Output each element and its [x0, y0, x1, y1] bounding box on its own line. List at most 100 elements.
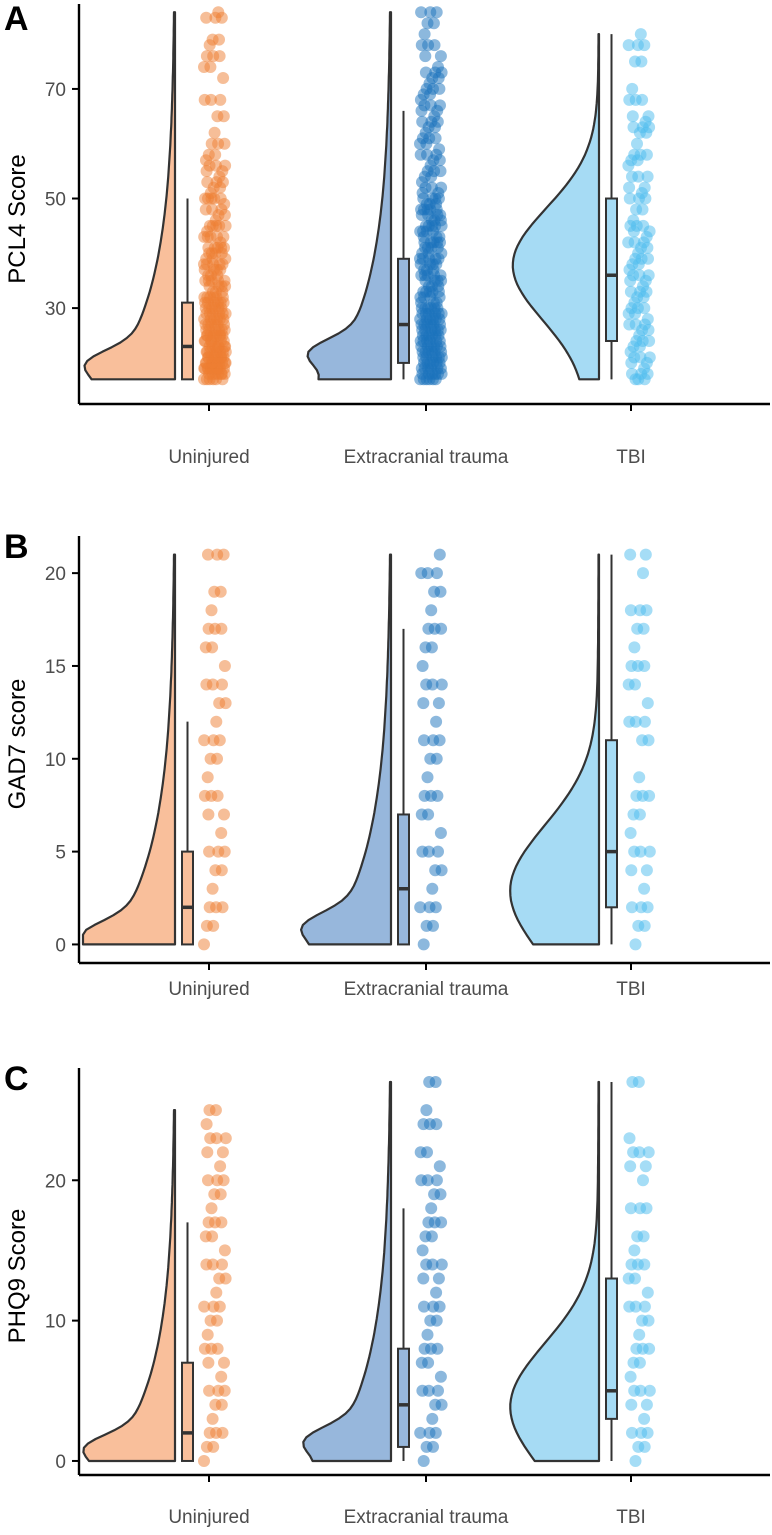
data-point — [638, 1412, 651, 1425]
data-point — [206, 1412, 219, 1425]
data-point — [425, 181, 438, 194]
data-point — [629, 1300, 642, 1313]
y-axis-title-a: PCL4 Score — [4, 154, 31, 283]
y-axis-title-b: GAD7 score — [4, 679, 31, 810]
data-point — [202, 1356, 215, 1369]
data-point — [642, 110, 655, 123]
data-point — [640, 148, 653, 161]
data-point — [642, 269, 655, 282]
data-point — [216, 1426, 229, 1439]
data-point — [429, 1426, 442, 1439]
data-point — [213, 50, 226, 63]
data-point — [634, 845, 647, 858]
data-point — [642, 252, 654, 265]
data-point — [426, 1258, 439, 1271]
box-iqr-extracranial — [397, 1347, 410, 1448]
x-tick-label-uninjured-c: Uninjured — [168, 1507, 249, 1528]
data-point — [207, 1440, 220, 1453]
density-cloud-extracranial — [302, 1080, 393, 1463]
data-point — [210, 715, 223, 728]
data-point — [206, 203, 219, 216]
data-point — [637, 219, 650, 232]
data-point — [218, 845, 231, 858]
points-extracranial — [414, 6, 448, 386]
data-point — [632, 1076, 645, 1088]
data-point — [429, 901, 442, 914]
data-point — [627, 121, 640, 134]
data-point — [624, 548, 637, 561]
panel-c: C PHQ9 Score 0 10 20 Uninjured Extracrania… — [4, 1060, 770, 1528]
data-point — [641, 1286, 654, 1299]
data-point — [433, 734, 446, 747]
data-point — [216, 1146, 229, 1159]
data-point — [209, 148, 222, 161]
data-point — [435, 1216, 448, 1229]
data-point — [435, 1398, 448, 1411]
data-point — [633, 269, 646, 282]
data-point — [217, 110, 230, 123]
data-point — [638, 181, 651, 194]
data-point — [432, 1272, 445, 1285]
data-point — [430, 567, 443, 580]
points-uninjured — [198, 548, 232, 951]
points-tbi — [622, 1076, 656, 1467]
data-point — [637, 1230, 650, 1243]
data-point — [428, 39, 441, 52]
data-point — [417, 1272, 430, 1285]
density-cloud-uninjured — [81, 553, 177, 946]
data-point — [419, 66, 432, 79]
data-point — [638, 882, 651, 895]
box-iqr-uninjured — [181, 850, 194, 946]
box-iqr-tbi — [605, 739, 618, 909]
data-point — [420, 1104, 433, 1117]
data-point — [434, 99, 446, 112]
data-point — [638, 919, 651, 932]
data-point — [414, 1426, 427, 1439]
data-point — [425, 1230, 438, 1243]
data-point — [209, 159, 222, 172]
data-point — [430, 1118, 443, 1131]
data-point — [643, 335, 656, 347]
data-point — [218, 1356, 230, 1369]
data-point — [414, 901, 427, 914]
data-point — [642, 1314, 655, 1327]
data-point — [643, 845, 656, 858]
data-point — [434, 1188, 447, 1201]
data-point — [434, 165, 447, 178]
x-tick-label-tbi-c: TBI — [616, 1507, 646, 1528]
data-point — [416, 1244, 429, 1257]
x-tick-labels-a: Uninjured Extracranial trauma TBI — [168, 447, 645, 468]
data-point — [433, 1300, 446, 1313]
data-point — [205, 93, 217, 106]
box-iqr-uninjured — [181, 1361, 194, 1462]
x-tick-label-tbi-b: TBI — [616, 979, 646, 1000]
data-point — [434, 50, 447, 63]
box-iqr-extracranial — [397, 257, 410, 364]
data-point — [425, 641, 438, 654]
data-point — [218, 1384, 231, 1397]
data-point — [633, 808, 646, 821]
data-point — [429, 1076, 442, 1088]
data-point — [206, 678, 219, 691]
data-point — [219, 219, 232, 232]
data-point — [430, 6, 443, 19]
data-point — [626, 901, 638, 914]
data-point — [629, 678, 641, 691]
points-tbi — [622, 28, 656, 386]
data-point — [642, 1146, 655, 1159]
data-point — [202, 241, 215, 254]
data-point — [206, 641, 219, 654]
data-point — [624, 604, 637, 617]
data-point — [202, 808, 215, 821]
data-point — [638, 1258, 651, 1271]
data-point — [640, 1202, 653, 1215]
data-point — [640, 1398, 653, 1411]
data-point — [433, 548, 446, 561]
density-cloud-extracranial — [300, 553, 393, 946]
data-point — [203, 845, 216, 858]
panel-b: B GAD7 score 0 5 10 15 20 Uninjured Extracra… — [4, 528, 770, 1000]
data-point — [430, 752, 443, 765]
x-tick-label-tbi-a: TBI — [616, 447, 646, 468]
data-point — [641, 1426, 654, 1439]
data-point — [216, 1258, 228, 1271]
